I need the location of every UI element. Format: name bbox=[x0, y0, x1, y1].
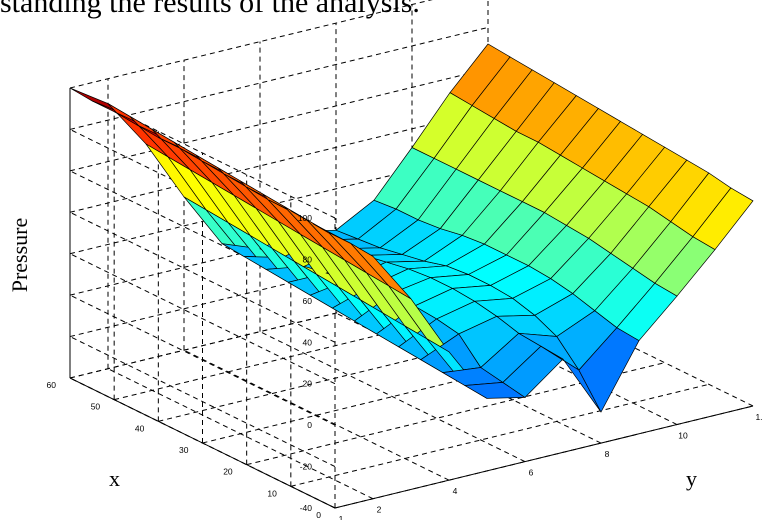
y-axis-line bbox=[334, 405, 754, 509]
floor-gridline bbox=[183, 349, 450, 481]
y-tick-label: 1 bbox=[339, 514, 344, 520]
x-tick-label: 20 bbox=[223, 467, 233, 477]
y-tick-label: 6 bbox=[529, 468, 534, 478]
z-tick-label: 40 bbox=[303, 337, 313, 347]
y-tick-label: 8 bbox=[605, 449, 610, 459]
z-tick-label: 60 bbox=[303, 296, 313, 306]
floor-gridline bbox=[107, 368, 374, 500]
z-tick-label: 80 bbox=[303, 254, 313, 264]
x-tick-label: 60 bbox=[47, 380, 57, 390]
y-tick-label: 2 bbox=[377, 505, 382, 515]
x-tick-label: 30 bbox=[179, 445, 189, 455]
z-axis-label: Pressure bbox=[7, 217, 32, 293]
side-wall-gridline bbox=[69, 26, 489, 130]
back-wall-gridline bbox=[69, 336, 336, 468]
caption-fragment: standing the results of the analysis. bbox=[0, 0, 420, 19]
floor-gridline bbox=[290, 383, 709, 487]
z-tick-label: 20 bbox=[303, 379, 313, 389]
y-tick-label: 10 bbox=[678, 431, 688, 441]
y-tick-label: 4 bbox=[453, 486, 458, 496]
back-wall-gridline bbox=[69, 294, 336, 426]
x-axis-line bbox=[69, 377, 336, 509]
x-tick-label: 10 bbox=[267, 488, 277, 498]
x-tick-label: 50 bbox=[91, 402, 101, 412]
surface-patch bbox=[107, 103, 169, 158]
floor-gridline bbox=[259, 331, 526, 463]
x-tick-label: 40 bbox=[135, 423, 145, 433]
y-tick-label: 1. bbox=[755, 412, 762, 422]
back-wall-gridline bbox=[69, 253, 336, 385]
x-axis-label: x bbox=[109, 466, 120, 491]
z-tick-label: -40 bbox=[300, 503, 313, 513]
x-tick-label: 0 bbox=[316, 510, 321, 520]
back-wall-gridline bbox=[69, 211, 336, 343]
z-tick-label: -20 bbox=[300, 462, 313, 472]
z-tick-label: 100 bbox=[298, 213, 312, 223]
surface-patch bbox=[692, 187, 754, 251]
side-wall-gridline bbox=[69, 0, 433, 89]
z-tick-label: 0 bbox=[307, 420, 312, 430]
y-axis-label: y bbox=[686, 466, 697, 491]
